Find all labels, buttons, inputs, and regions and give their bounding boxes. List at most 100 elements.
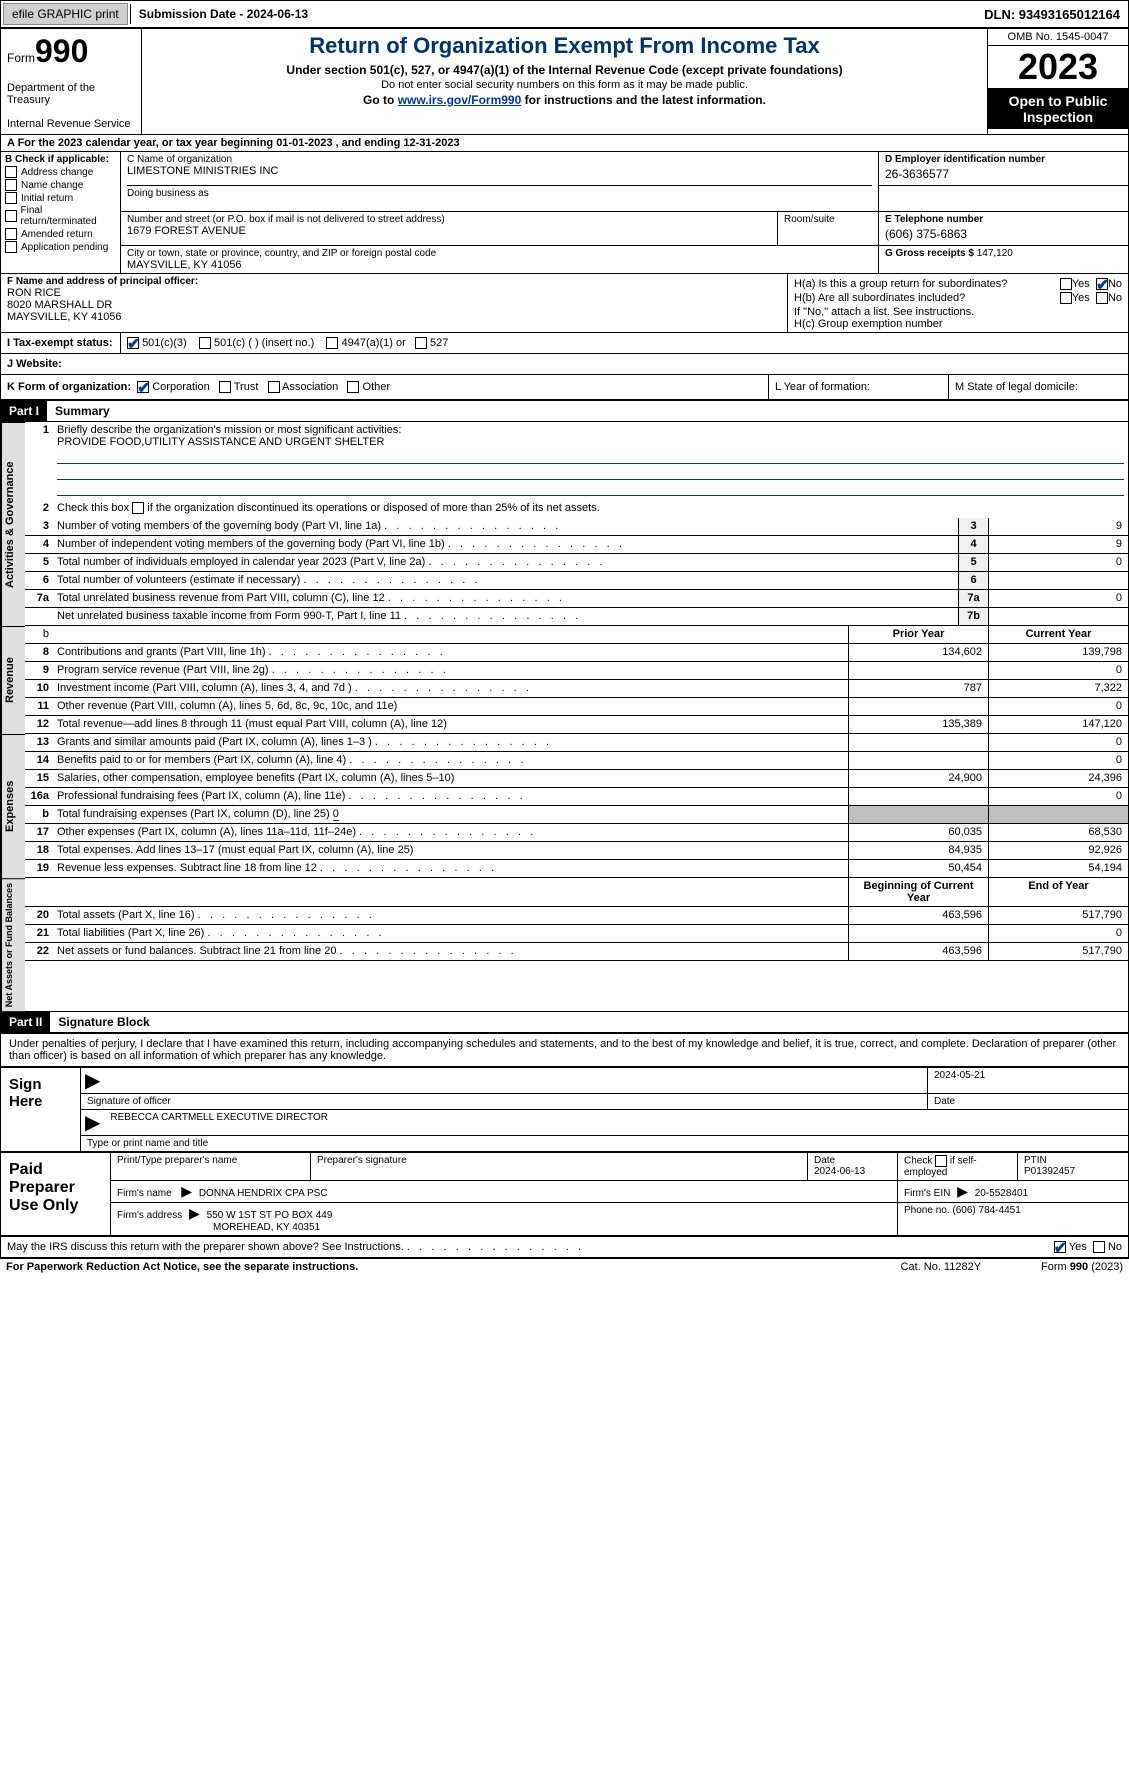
prep-sig-label: Preparer's signature	[317, 1155, 801, 1166]
paid-preparer-section: Paid Preparer Use Only Print/Type prepar…	[0, 1152, 1129, 1236]
summary-activities: Activities & Governance 1 Briefly descri…	[0, 422, 1129, 626]
col-beginning: Beginning of Current Year	[848, 878, 988, 906]
dln: DLN: 93493165012164	[976, 4, 1128, 25]
chk-initial-return[interactable]	[5, 192, 17, 204]
irs-gov-link[interactable]: www.irs.gov/Form990	[398, 93, 522, 107]
g-gross-label: G Gross receipts $	[885, 248, 974, 259]
f-officer-label: F Name and address of principal officer:	[7, 276, 781, 287]
line8-prior: 134,602	[848, 644, 988, 661]
line15-text: Salaries, other compensation, employee b…	[53, 770, 848, 787]
chk-final-return[interactable]	[5, 210, 17, 222]
city-value: MAYSVILLE, KY 41056	[127, 259, 872, 271]
may-no[interactable]	[1093, 1241, 1105, 1253]
city-label: City or town, state or province, country…	[127, 248, 872, 259]
firm-addr1: 550 W 1ST ST PO BOX 449	[207, 1210, 333, 1221]
line17-text: Other expenses (Part IX, column (A), lin…	[53, 824, 848, 841]
line10-prior: 787	[848, 680, 988, 697]
firm-name: DONNA HENDRIX CPA PSC	[199, 1188, 328, 1199]
col-end: End of Year	[988, 878, 1128, 906]
chk-self-employed[interactable]	[935, 1155, 947, 1167]
line3-val: 9	[988, 518, 1128, 535]
open-inspection-badge: Open to Public Inspection	[988, 89, 1128, 129]
chk-527[interactable]	[415, 337, 427, 349]
chk-address-change[interactable]	[5, 166, 17, 178]
line19-current: 54,194	[988, 860, 1128, 877]
gross-receipts-value: 147,120	[977, 248, 1013, 259]
chk-4947[interactable]	[326, 337, 338, 349]
line15-prior: 24,900	[848, 770, 988, 787]
subtitle-2: Do not enter social security numbers on …	[150, 79, 979, 91]
line19-prior: 50,454	[848, 860, 988, 877]
cat-no: Cat. No. 11282Y	[901, 1261, 982, 1273]
officer-addr2: MAYSVILLE, KY 41056	[7, 311, 781, 323]
section-fh: F Name and address of principal officer:…	[0, 274, 1129, 333]
line6-val	[988, 572, 1128, 589]
line21-end: 0	[988, 925, 1128, 942]
tab-expenses: Expenses	[1, 734, 25, 878]
line11-current: 0	[988, 698, 1128, 715]
line14-current: 0	[988, 752, 1128, 769]
chk-trust[interactable]	[219, 381, 231, 393]
ha-yes[interactable]	[1060, 278, 1072, 290]
line21-beg	[848, 925, 988, 942]
prep-date-label: Date	[814, 1155, 891, 1166]
line18-prior: 84,935	[848, 842, 988, 859]
line9-current: 0	[988, 662, 1128, 679]
chk-amended-return[interactable]	[5, 228, 17, 240]
section-klm: K Form of organization: Corporation Trus…	[0, 375, 1129, 400]
line4-text: Number of independent voting members of …	[53, 536, 958, 553]
paid-preparer-label: Paid Preparer Use Only	[1, 1153, 111, 1235]
irs-label: Internal Revenue Service	[7, 118, 135, 130]
paperwork-notice: For Paperwork Reduction Act Notice, see …	[6, 1261, 901, 1273]
firm-addr2: MOREHEAD, KY 40351	[213, 1222, 320, 1233]
line21-text: Total liabilities (Part X, line 26)	[53, 925, 848, 942]
line5-text: Total number of individuals employed in …	[53, 554, 958, 571]
m-state-domicile: M State of legal domicile:	[948, 375, 1128, 399]
may-discuss-q: May the IRS discuss this return with the…	[7, 1241, 581, 1253]
line22-text: Net assets or fund balances. Subtract li…	[53, 943, 848, 960]
sign-here-section: Sign Here ▶ 2024-05-21 Signature of offi…	[0, 1067, 1129, 1152]
form-header: Form990 Department of the Treasury Inter…	[0, 28, 1129, 135]
part1-header: Part I Summary	[0, 400, 1129, 422]
line1-label: Briefly describe the organization's miss…	[57, 424, 1124, 436]
prep-date: 2024-06-13	[814, 1166, 891, 1177]
line18-current: 92,926	[988, 842, 1128, 859]
line13-text: Grants and similar amounts paid (Part IX…	[53, 734, 848, 751]
chk-name-change[interactable]	[5, 179, 17, 191]
summary-revenue: Revenue bPrior YearCurrent Year 8Contrib…	[0, 626, 1129, 734]
chk-501c3[interactable]	[127, 337, 139, 349]
may-yes[interactable]	[1054, 1241, 1066, 1253]
addr-label: Number and street (or P.O. box if mail i…	[127, 214, 771, 225]
chk-application-pending[interactable]	[5, 241, 17, 253]
line12-text: Total revenue—add lines 8 through 11 (mu…	[53, 716, 848, 733]
line16a-prior	[848, 788, 988, 805]
line11-prior	[848, 698, 988, 715]
line10-text: Investment income (Part VIII, column (A)…	[53, 680, 848, 697]
line12-prior: 135,389	[848, 716, 988, 733]
summary-expenses: Expenses 13Grants and similar amounts pa…	[0, 734, 1129, 878]
ha-no[interactable]	[1096, 278, 1108, 290]
efile-print-button[interactable]: efile GRAPHIC print	[3, 3, 128, 25]
d-ein-label: D Employer identification number	[885, 154, 1122, 165]
chk-discontinued[interactable]	[132, 502, 144, 514]
chk-other[interactable]	[347, 381, 359, 393]
line8-current: 139,798	[988, 644, 1128, 661]
line22-beg: 463,596	[848, 943, 988, 960]
chk-501c[interactable]	[199, 337, 211, 349]
officer-signed-name: REBECCA CARTMELL EXECUTIVE DIRECTOR	[104, 1110, 1128, 1135]
line13-prior	[848, 734, 988, 751]
ptin-label: PTIN	[1024, 1155, 1122, 1166]
line14-text: Benefits paid to or for members (Part IX…	[53, 752, 848, 769]
hb-no[interactable]	[1096, 292, 1108, 304]
chk-association[interactable]	[268, 381, 280, 393]
part2-header: Part II Signature Block	[0, 1011, 1129, 1033]
line20-beg: 463,596	[848, 907, 988, 924]
dept-treasury: Department of the Treasury	[7, 82, 135, 106]
chk-corporation[interactable]	[137, 381, 149, 393]
arrow-icon: ▶	[81, 1110, 104, 1135]
line20-text: Total assets (Part X, line 16)	[53, 907, 848, 924]
hb-yes[interactable]	[1060, 292, 1072, 304]
phone-value: (606) 375-6863	[885, 225, 1122, 243]
section-bcdeg: B Check if applicable: Address change Na…	[0, 152, 1129, 274]
tab-activities: Activities & Governance	[1, 422, 25, 626]
